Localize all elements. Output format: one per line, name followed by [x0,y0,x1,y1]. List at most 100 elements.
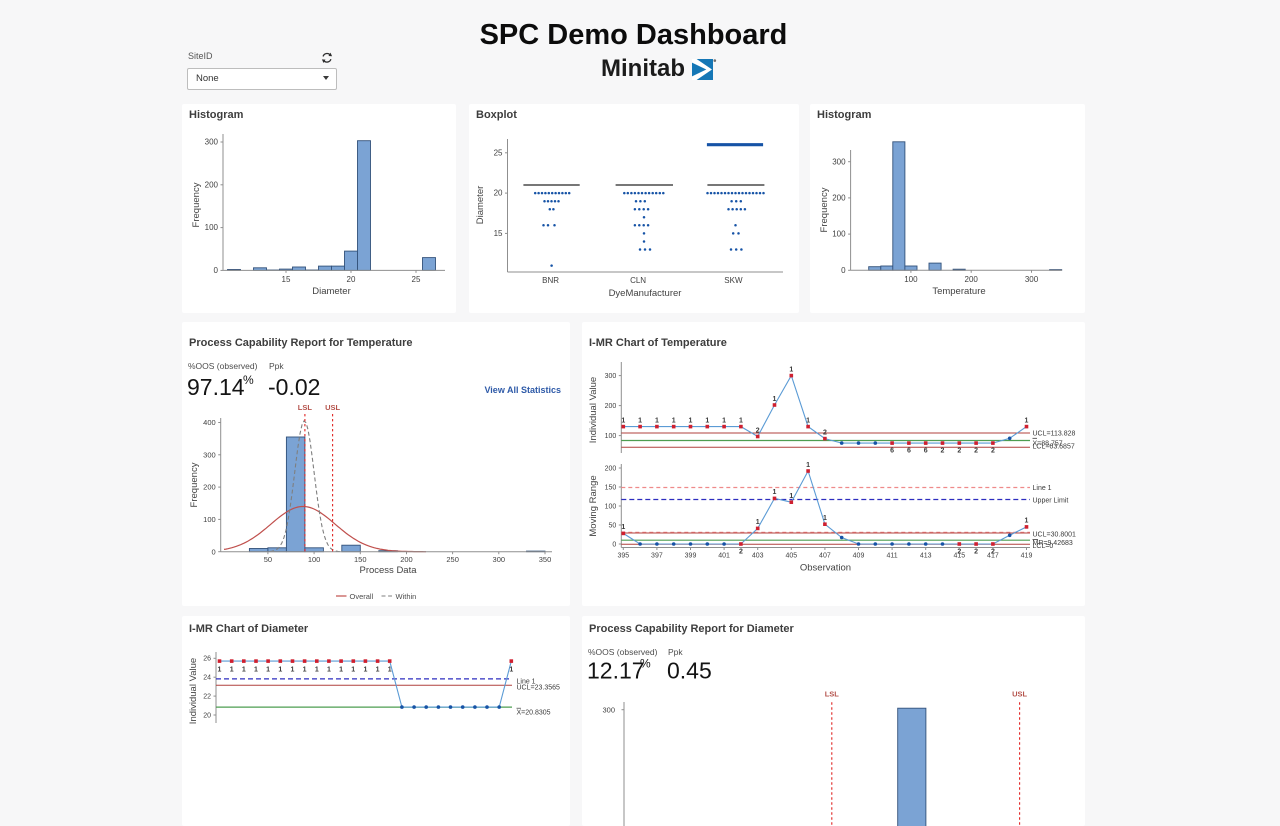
svg-text:Process Data: Process Data [359,565,417,576]
svg-text:Observation: Observation [800,563,851,574]
svg-text:USL: USL [325,403,340,412]
svg-text:1: 1 [672,417,676,424]
svg-text:2: 2 [739,549,743,556]
svg-text:2: 2 [941,448,945,455]
svg-text:1: 1 [1025,518,1029,525]
svg-text:USL: USL [1012,690,1027,699]
svg-text:X=20.8305: X=20.8305 [517,710,551,717]
svg-text:300: 300 [493,555,506,564]
svg-text:200: 200 [203,483,216,492]
svg-text:Frequency: Frequency [189,462,200,507]
svg-text:350: 350 [539,555,552,564]
svg-text:LCL=63.6857: LCL=63.6857 [1033,444,1075,451]
svg-text:20: 20 [347,275,356,284]
svg-text:100: 100 [605,503,617,510]
svg-text:BNR: BNR [542,276,559,285]
svg-text:100: 100 [205,223,219,232]
svg-text:300: 300 [1025,275,1039,284]
svg-text:-0.02: -0.02 [268,374,320,400]
svg-text:Diameter: Diameter [475,186,486,225]
svg-text:1: 1 [689,417,693,424]
svg-text:1: 1 [806,462,810,469]
svg-text:UCL=23.3565: UCL=23.3565 [517,684,561,691]
svg-text:300: 300 [205,138,219,147]
svg-text:1: 1 [303,667,307,674]
svg-text:1: 1 [806,417,810,424]
svg-text:1: 1 [789,493,793,500]
svg-text:LSL: LSL [298,403,313,412]
svg-text:2: 2 [974,549,978,556]
svg-text:Ppk: Ppk [269,361,284,371]
svg-text:15: 15 [494,229,503,238]
svg-text:300: 300 [602,706,615,715]
svg-text:200: 200 [605,403,617,410]
svg-text:24: 24 [203,675,211,682]
svg-text:0: 0 [841,266,846,275]
svg-text:Individual Value: Individual Value [188,658,199,724]
svg-text:400: 400 [203,418,216,427]
svg-text:150: 150 [605,484,617,491]
svg-text:15: 15 [282,275,291,284]
svg-text:1: 1 [291,667,295,674]
svg-text:1: 1 [242,667,246,674]
svg-text:100: 100 [308,555,321,564]
svg-text:%: % [640,657,651,671]
svg-text:399: 399 [685,553,697,560]
svg-text:6: 6 [924,448,928,455]
svg-text:CLN: CLN [630,276,646,285]
svg-text:22: 22 [203,693,211,700]
svg-text:300: 300 [605,373,617,380]
svg-text:1: 1 [655,417,659,424]
svg-text:1: 1 [363,667,367,674]
svg-text:415: 415 [953,553,965,560]
svg-text:200: 200 [605,465,617,472]
svg-text:200: 200 [832,194,846,203]
svg-text:25: 25 [412,275,421,284]
svg-text:1: 1 [509,667,513,674]
svg-text:150: 150 [354,555,367,564]
svg-text:200: 200 [205,180,219,189]
svg-text:0: 0 [214,266,219,275]
svg-text:2: 2 [974,448,978,455]
svg-text:1: 1 [823,515,827,522]
svg-text:100: 100 [605,433,617,440]
svg-text:200: 200 [965,275,979,284]
svg-text:403: 403 [752,553,764,560]
svg-text:413: 413 [920,553,932,560]
svg-text:1: 1 [339,667,343,674]
svg-text:Diameter: Diameter [312,286,351,297]
svg-text:1: 1 [621,524,625,531]
svg-text:Overall: Overall [350,592,374,601]
svg-text:97.14: 97.14 [187,374,245,400]
svg-text:Frequency: Frequency [191,182,202,227]
svg-text:1: 1 [739,417,743,424]
svg-text:SKW: SKW [724,276,743,285]
svg-text:LCL=0: LCL=0 [1033,543,1054,550]
svg-text:1: 1 [218,667,222,674]
svg-text:2: 2 [957,448,961,455]
svg-text:1: 1 [230,667,234,674]
svg-text:300: 300 [832,157,846,166]
svg-text:UCL=113.828: UCL=113.828 [1033,431,1076,438]
svg-text:1: 1 [266,667,270,674]
svg-text:1: 1 [638,417,642,424]
svg-text:405: 405 [785,553,797,560]
svg-text:20: 20 [203,712,211,719]
svg-text:12.17: 12.17 [587,658,645,684]
svg-text:Upper Limit: Upper Limit [1033,498,1069,505]
svg-text:1: 1 [756,519,760,526]
svg-text:1: 1 [388,667,392,674]
svg-text:UCL=30.8001: UCL=30.8001 [1033,532,1077,539]
svg-text:0.45: 0.45 [667,658,712,684]
svg-text:Individual Value: Individual Value [588,377,599,443]
svg-text:1: 1 [278,667,282,674]
svg-text:%: % [243,373,254,387]
svg-text:%OOS (observed): %OOS (observed) [188,361,258,371]
svg-text:2: 2 [991,448,995,455]
svg-text:50: 50 [609,522,617,529]
svg-text:411: 411 [887,553,898,560]
svg-text:Line 1: Line 1 [1033,485,1052,492]
svg-text:Temperature: Temperature [932,286,985,297]
svg-text:200: 200 [400,555,413,564]
svg-text:1: 1 [327,667,331,674]
